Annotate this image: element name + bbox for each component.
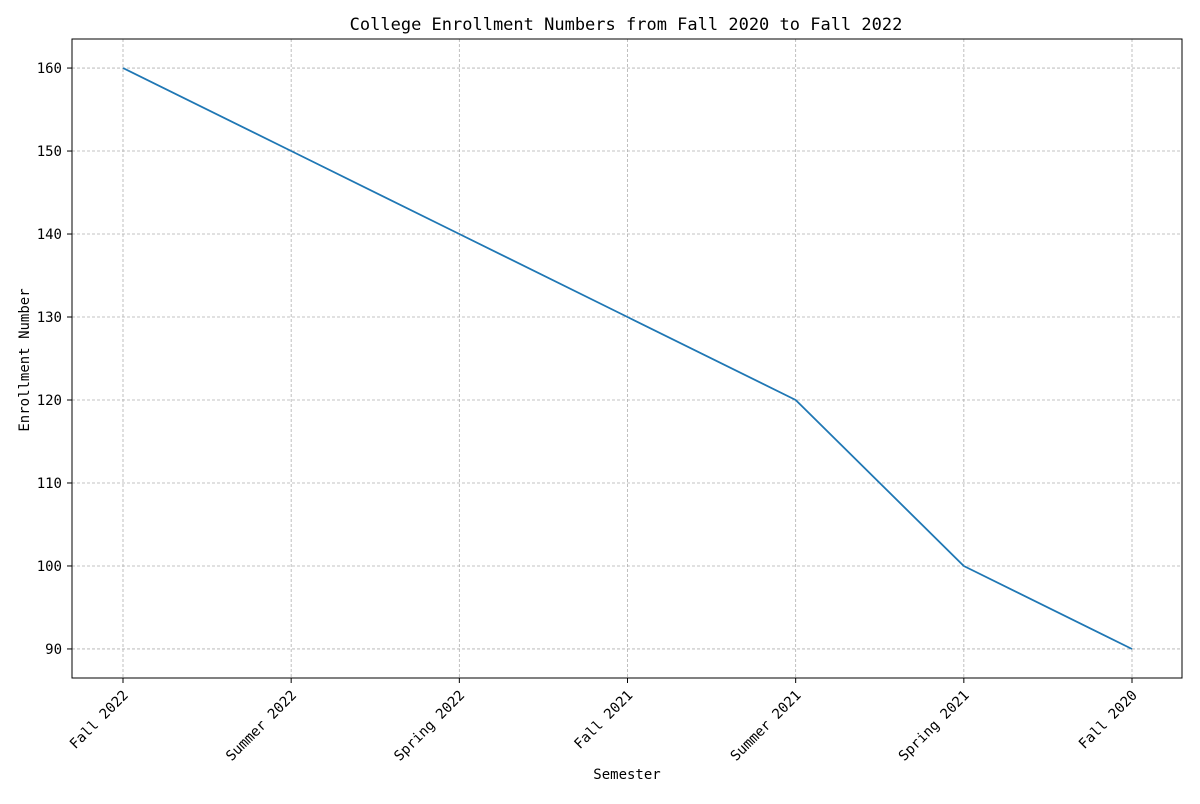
y-tick-label: 130 [37, 310, 62, 326]
x-tick-label: Fall 2022 [67, 688, 132, 753]
x-axis-label: Semester [593, 767, 660, 783]
y-tick-label: 120 [37, 393, 62, 409]
grid-lines [72, 39, 1182, 678]
y-tick-label: 160 [37, 61, 62, 77]
x-axis-ticks: Fall 2022 Summer 2022 Spring 2022 Fall 2021… [67, 678, 1141, 764]
x-tick-label: Spring 2021 [896, 688, 973, 765]
y-tick-label: 150 [37, 144, 62, 160]
y-tick-label: 110 [37, 476, 62, 492]
plot-frame [71, 38, 1183, 679]
y-tick-label: 100 [37, 559, 62, 575]
x-tick-label: Fall 2020 [1076, 688, 1141, 753]
y-tick-label: 140 [37, 227, 62, 243]
x-tick-label: Summer 2022 [223, 688, 300, 765]
y-tick-label: 90 [45, 642, 62, 658]
x-tick-label: Fall 2021 [571, 688, 636, 753]
x-tick-label: Spring 2022 [391, 688, 468, 765]
series-layer [122, 67, 1133, 650]
series-line [122, 67, 1133, 650]
chart-title: College Enrollment Numbers from Fall 202… [350, 15, 903, 35]
x-tick-label: Summer 2021 [728, 688, 805, 765]
y-axis-ticks: 90 100 110 120 130 140 150 160 [37, 61, 72, 658]
y-axis-label: Enrollment Number [17, 288, 33, 431]
